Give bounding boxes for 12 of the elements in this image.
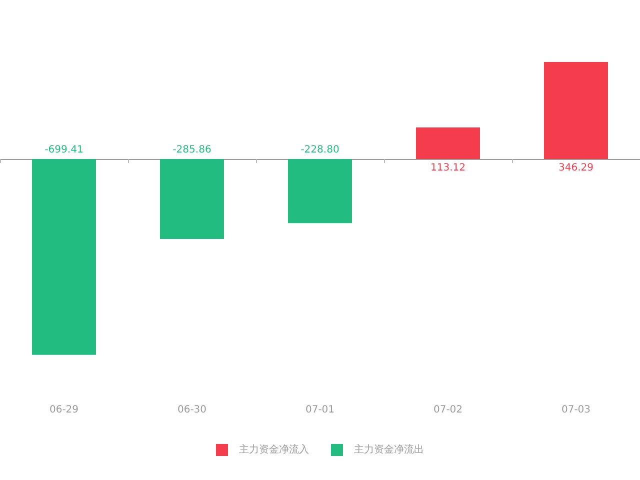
data-label: -699.41 [44,144,84,156]
x-tick-label: 07-03 [561,404,591,416]
x-tick-label: 07-01 [305,404,335,416]
data-label: -228.80 [300,144,340,156]
legend-label: 主力资金净流出 [354,444,424,456]
x-tick-label: 06-29 [49,404,79,416]
x-tick-label: 07-02 [433,404,463,416]
data-label: -285.86 [172,144,212,156]
data-label: 346.29 [558,162,594,174]
legend-label: 主力资金净流入 [239,444,309,456]
data-label: 113.12 [430,162,466,174]
x-tick-label: 06-30 [177,404,207,416]
